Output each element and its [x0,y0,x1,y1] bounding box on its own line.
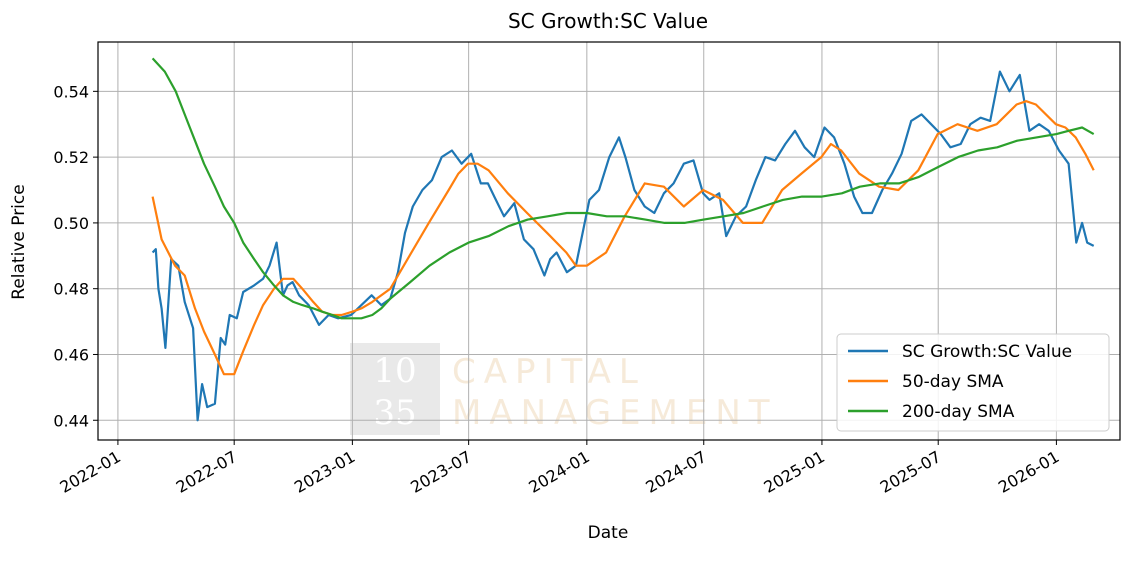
legend-box [836,333,1110,432]
x-tick-label: 2025-01 [761,447,828,497]
x-tick-label: 2023-01 [291,447,358,497]
x-tick-label: 2024-07 [642,447,709,497]
y-tick-label: 0.44 [53,411,89,430]
legend: SC Growth:SC Value 50-day SMA 200-day SM… [836,333,1110,432]
x-axis-label: Date [588,523,629,543]
x-gridlines [117,42,1057,440]
chart-title: SC Growth:SC Value [508,9,708,33]
y-tick-label: 0.48 [53,280,89,299]
watermark-line1: CAPITAL [452,352,646,392]
x-tick-label: 2025-07 [877,447,944,497]
watermark-number-bottom: 35 [373,393,416,433]
x-tick-label: 2024-01 [525,447,592,497]
series-lines [151,57,1095,422]
x-axis-ticks: 2022-01 2022-07 2023-01 2023-07 2024-01 2024-… [57,440,1062,497]
x-tick-label: 2026-01 [995,447,1062,497]
plot-frame [97,41,1121,441]
legend-label-200-day-sma: 200-day SMA [902,402,1015,422]
y-axis-label: Relative Price [9,184,29,299]
watermark-number-top: 10 [373,351,416,391]
y-axis-ticks: 0.44 0.46 0.48 0.50 0.52 0.54 [53,82,98,430]
x-tick-label: 2022-07 [173,447,240,497]
series-50-day-sma [151,100,1095,376]
y-tick-label: 0.50 [53,214,89,233]
watermark-logo-box [350,343,440,435]
legend-label-50-day-sma: 50-day SMA [902,372,1004,392]
y-tick-label: 0.52 [53,148,89,167]
watermark-line2: MANAGEMENT [452,393,778,433]
y-tick-label: 0.46 [53,345,89,364]
legend-label-sc-growth: SC Growth:SC Value [902,342,1072,362]
series-200-day-sma [151,57,1095,320]
watermark: 10 35 CAPITAL MANAGEMENT [350,343,778,435]
x-tick-label: 2023-07 [407,447,474,497]
y-tick-label: 0.54 [53,82,89,101]
x-tick-label: 2022-01 [57,447,124,497]
